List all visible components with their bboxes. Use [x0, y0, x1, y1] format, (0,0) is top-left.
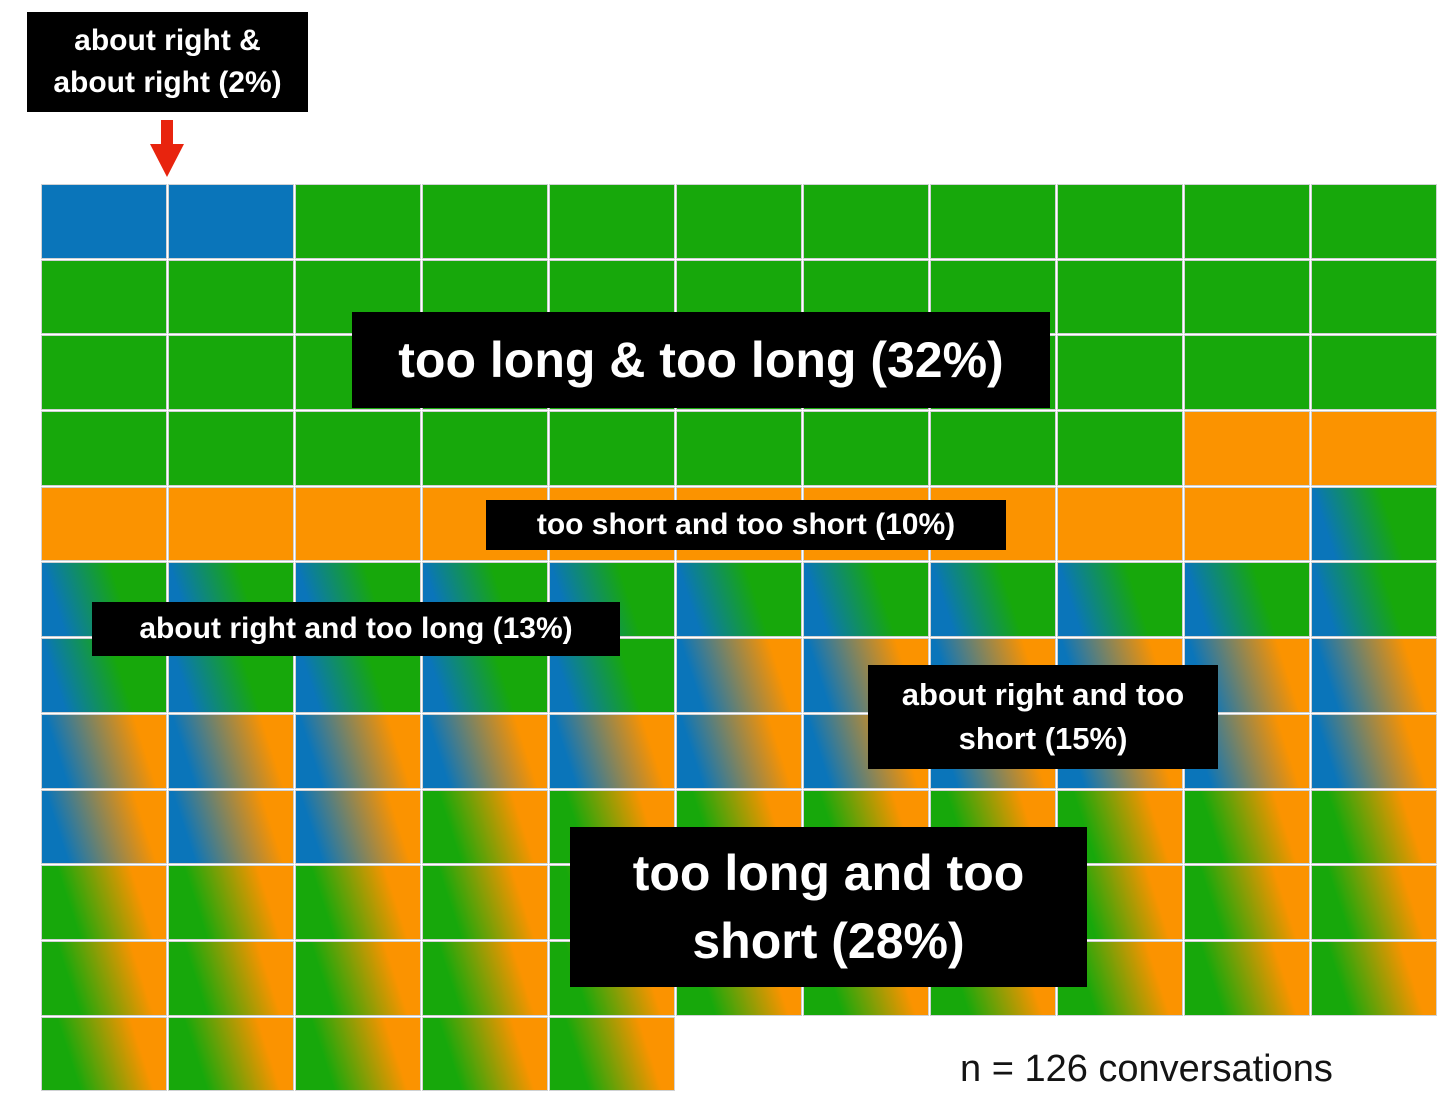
waffle-cell-ll	[1058, 185, 1182, 258]
waffle-cell-al	[931, 563, 1055, 637]
waffle-cell-ls	[296, 1017, 420, 1091]
label-too-long-too-long: too long & too long (32%)	[352, 312, 1050, 408]
waffle-cell-ll	[1312, 260, 1436, 334]
waffle-cell-ll	[1185, 336, 1309, 410]
waffle-cell-ls	[169, 1017, 293, 1091]
waffle-cell-ll	[169, 260, 293, 334]
waffle-cell-al	[1312, 487, 1436, 561]
waffle-cell-ls	[1185, 941, 1309, 1015]
waffle-cell-as	[169, 714, 293, 788]
waffle-cell-ll	[1185, 185, 1309, 258]
waffle-cell-ss	[1185, 487, 1309, 561]
waffle-cell-ll	[1312, 185, 1436, 258]
waffle-cell-al	[1312, 563, 1436, 637]
waffle-cell-as	[1312, 639, 1436, 712]
waffle-cell-ll	[931, 412, 1055, 485]
waffle-cell-as	[296, 790, 420, 864]
waffle-cell-al	[677, 563, 801, 637]
waffle-cell-ll	[1058, 412, 1182, 485]
waffle-cell-ls	[1312, 866, 1436, 939]
waffle-cell-ss	[1312, 412, 1436, 485]
waffle-cell-ls	[1312, 941, 1436, 1015]
waffle-cell-ll	[1185, 260, 1309, 334]
label-about-right-too-long: about right and too long (13%)	[92, 602, 620, 656]
waffle-cell-aa	[42, 185, 166, 258]
waffle-cell-ll	[677, 185, 801, 258]
waffle-cell-al	[1185, 563, 1309, 637]
waffle-cell-as	[42, 790, 166, 864]
waffle-cell-ll	[1058, 336, 1182, 410]
waffle-cell-ss	[1058, 487, 1182, 561]
label-too-short-too-short: too short and too short (10%)	[486, 500, 1006, 550]
waffle-cell-ls	[550, 1017, 674, 1091]
waffle-cell-as	[169, 790, 293, 864]
waffle-cell-ls	[423, 866, 547, 939]
waffle-cell-ls	[169, 941, 293, 1015]
waffle-cell-ss	[1185, 412, 1309, 485]
waffle-cell-ll	[296, 412, 420, 485]
waffle-cell-as	[677, 639, 801, 712]
waffle-cell-ll	[1058, 260, 1182, 334]
waffle-cell-aa	[169, 185, 293, 258]
waffle-cell-ss	[169, 487, 293, 561]
waffle-cell-ll	[423, 185, 547, 258]
waffle-cell-ss	[42, 487, 166, 561]
waffle-cell-ll	[42, 260, 166, 334]
label-about-right-too-short: about right and too short (15%)	[868, 665, 1218, 769]
waffle-cell-ll	[550, 412, 674, 485]
waffle-cell-ll	[1312, 336, 1436, 410]
waffle-cell-ll	[931, 185, 1055, 258]
waffle-cell-as	[423, 714, 547, 788]
waffle-cell-ss	[296, 487, 420, 561]
waffle-cell-ll	[42, 336, 166, 410]
waffle-cell-ls	[1185, 866, 1309, 939]
waffle-cell-ll	[296, 185, 420, 258]
waffle-cell-as	[1312, 714, 1436, 788]
waffle-cell-as	[550, 714, 674, 788]
waffle-cell-ll	[169, 412, 293, 485]
waffle-cell-ls	[42, 941, 166, 1015]
waffle-cell-ll	[169, 336, 293, 410]
waffle-cell-ls	[1312, 790, 1436, 864]
waffle-cell-ls	[42, 1017, 166, 1091]
waffle-cell-ls	[423, 790, 547, 864]
waffle-cell-ls	[423, 941, 547, 1015]
waffle-cell-ll	[804, 185, 928, 258]
waffle-cell-as	[296, 714, 420, 788]
waffle-cell-ls	[296, 866, 420, 939]
waffle-cell-al	[1058, 563, 1182, 637]
sample-size-note: n = 126 conversations	[960, 1048, 1333, 1090]
waffle-cell-ls	[1185, 790, 1309, 864]
waffle-cell-ll	[423, 412, 547, 485]
waffle-cell-ls	[169, 866, 293, 939]
label-too-long-too-short: too long and too short (28%)	[570, 827, 1087, 987]
waffle-cell-ll	[550, 185, 674, 258]
waffle-cell-ls	[423, 1017, 547, 1091]
waffle-cell-as	[677, 714, 801, 788]
waffle-cell-ll	[804, 412, 928, 485]
waffle-cell-ll	[42, 412, 166, 485]
arrow-down-icon	[150, 120, 184, 177]
waffle-cell-ls	[42, 866, 166, 939]
waffle-cell-al	[804, 563, 928, 637]
waffle-cell-ls	[296, 941, 420, 1015]
waffle-cell-ll	[677, 412, 801, 485]
waffle-cell-as	[42, 714, 166, 788]
label-about-right-about-right: about right & about right (2%)	[27, 12, 308, 112]
